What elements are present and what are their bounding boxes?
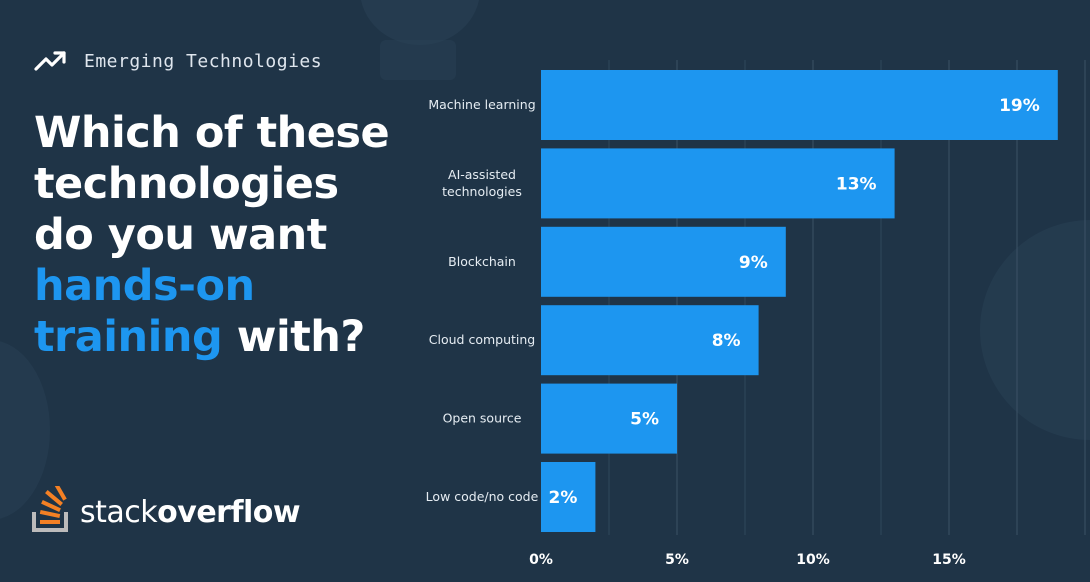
x-tick-label: 5%	[665, 552, 689, 568]
question-line: do you want	[34, 210, 327, 260]
bar	[541, 226, 786, 297]
trending-up-icon	[34, 51, 66, 71]
question-heading: Which of these technologies do you want …	[34, 108, 414, 363]
bar	[541, 305, 759, 376]
x-tick-label: 15%	[932, 552, 966, 568]
x-tick-label: 0%	[529, 552, 553, 568]
question-line: training with?	[34, 312, 414, 363]
category-label: Emerging Technologies	[84, 50, 323, 72]
bars: 19% Machine learning 13% AI-assisted technol…	[426, 70, 1058, 532]
question-text: with?	[222, 312, 366, 362]
bar-value-label: 9%	[739, 253, 768, 273]
bar-value-label: 2%	[549, 488, 578, 508]
category-label: Cloud computing	[429, 332, 535, 347]
stackoverflow-logo-icon	[32, 486, 68, 532]
bar	[541, 148, 895, 219]
bar-value-label: 5%	[630, 410, 659, 430]
highlight-text: training	[34, 312, 223, 362]
x-tick-label: 10%	[796, 552, 830, 568]
bar-value-label: 19%	[999, 96, 1040, 116]
brand-name: stackoverflow	[80, 495, 301, 530]
bar	[541, 70, 1058, 140]
brand-name-light: stack	[80, 495, 158, 530]
stackoverflow-logo: stackoverflow	[30, 486, 301, 534]
brand-name-bold: overflow	[157, 495, 301, 530]
category-label: AI-assisted	[448, 167, 516, 182]
category-label: Open source	[443, 411, 522, 426]
x-axis-ticks: 0% 5% 10% 15%	[529, 552, 966, 568]
bar	[541, 383, 677, 454]
category-label: Low code/no code	[426, 489, 539, 504]
bar-value-label: 8%	[712, 331, 741, 351]
category-label: Machine learning	[428, 97, 535, 112]
category-label: Blockchain	[448, 254, 516, 269]
question-line: hands-on	[34, 261, 414, 312]
bar	[541, 462, 596, 532]
highlight-text: hands-on	[34, 261, 255, 311]
category-label: technologies	[442, 184, 522, 199]
question-line: Which of these	[34, 108, 390, 158]
bar-value-label: 13%	[836, 174, 877, 194]
category-header: Emerging Technologies	[34, 50, 322, 72]
question-line: technologies	[34, 159, 339, 209]
